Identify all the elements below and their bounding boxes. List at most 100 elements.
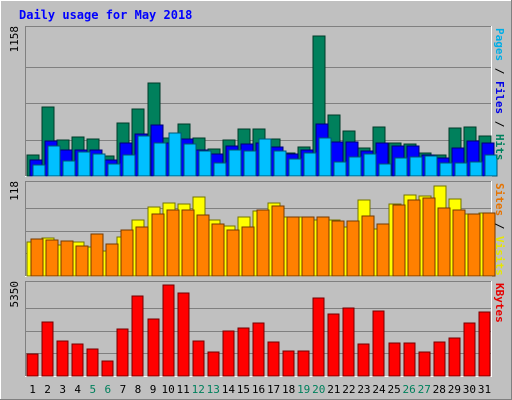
x-tick-label-day-15: 15 — [237, 383, 250, 396]
bar-hits-pages-day-30 — [469, 161, 483, 177]
bar-kbytes-kbytes-day-26 — [403, 342, 416, 377]
bar-kbytes-kbytes-day-10 — [162, 284, 175, 377]
x-tick-label-day-26: 26 — [403, 383, 416, 396]
x-tick-label-day-11: 11 — [177, 383, 190, 396]
x-tick-label-day-27: 27 — [418, 383, 431, 396]
bar-visits-sites-day-5 — [90, 233, 104, 277]
axis-label-visits: Visits — [493, 236, 506, 276]
bar-kbytes-kbytes-day-22 — [342, 307, 355, 377]
bar-visits-sites-day-22 — [346, 220, 360, 277]
x-tick-label-day-1: 1 — [29, 383, 36, 396]
panel-kbytes-axis-label: KBytes — [493, 283, 506, 323]
bar-visits-sites-day-23 — [361, 215, 375, 277]
chart-panels: 1158 Pages / Files / Hits 118 Sites / Visit… — [8, 26, 506, 377]
bar-hits-pages-day-17 — [273, 150, 287, 177]
bar-visits-sites-day-21 — [331, 220, 345, 277]
bar-kbytes-kbytes-day-3 — [56, 340, 69, 377]
panel-kbytes: 5350 KBytes — [8, 281, 506, 377]
bar-kbytes-kbytes-day-24 — [372, 310, 385, 377]
bar-visits-sites-day-3 — [60, 240, 74, 277]
bar-kbytes-kbytes-day-1 — [26, 353, 39, 377]
bar-kbytes-kbytes-day-6 — [101, 360, 114, 377]
bar-hits-pages-day-2 — [47, 145, 61, 177]
bar-hits-pages-day-3 — [62, 160, 76, 177]
bar-hits-pages-day-26 — [409, 156, 423, 177]
bar-visits-sites-day-24 — [376, 223, 390, 277]
bar-visits-sites-day-19 — [301, 216, 315, 277]
bar-kbytes-kbytes-day-7 — [116, 328, 129, 377]
bar-hits-pages-day-21 — [333, 161, 347, 177]
bar-hits-pages-day-1 — [32, 164, 46, 177]
bar-visits-sites-day-11 — [181, 209, 195, 277]
bar-kbytes-kbytes-day-8 — [131, 295, 144, 377]
bar-visits-sites-day-9 — [151, 213, 165, 277]
panel-kbytes-max-label: 5350 — [8, 281, 21, 308]
bar-visits-sites-day-1 — [30, 238, 44, 277]
bar-hits-pages-day-29 — [454, 162, 468, 177]
bar-visits-sites-day-10 — [166, 209, 180, 277]
bar-visits-sites-day-26 — [407, 199, 421, 277]
bar-visits-sites-day-18 — [286, 216, 300, 277]
bar-hits-pages-day-15 — [243, 150, 257, 177]
x-axis-labels: 1 2 3 4 5 6 7 8 9 10 11 12 13 14 15 16 17 18 19 20 21 22 23 24 2… — [29, 383, 491, 396]
bar-hits-pages-day-20 — [318, 137, 332, 177]
bar-hits-pages-day-8 — [137, 135, 151, 177]
bar-kbytes-kbytes-day-16 — [252, 322, 265, 377]
axis-label-pages: Pages — [493, 28, 506, 61]
panel-visits-max-label: 118 — [8, 181, 21, 201]
bar-visits-sites-day-17 — [271, 205, 285, 277]
bar-kbytes-kbytes-day-11 — [177, 292, 190, 377]
bar-hits-pages-day-4 — [77, 151, 91, 177]
bar-kbytes-kbytes-day-17 — [267, 341, 280, 377]
x-tick-label-day-25: 25 — [387, 383, 400, 396]
bar-kbytes-kbytes-day-27 — [418, 351, 431, 377]
axis-label-kbytes: KBytes — [493, 283, 506, 323]
bar-hits-pages-day-18 — [288, 158, 302, 177]
bar-hits-pages-day-12 — [198, 150, 212, 177]
bar-hits-pages-day-24 — [378, 163, 392, 177]
x-tick-label-day-12: 12 — [192, 383, 205, 396]
bar-hits-pages-day-16 — [258, 138, 272, 177]
bar-kbytes-kbytes-day-18 — [282, 350, 295, 377]
bar-kbytes-kbytes-day-15 — [237, 327, 250, 377]
bar-kbytes-kbytes-day-29 — [448, 337, 461, 377]
x-tick-label-day-17: 17 — [267, 383, 280, 396]
bar-kbytes-kbytes-day-23 — [357, 343, 370, 377]
bar-visits-sites-day-27 — [422, 197, 436, 277]
bar-kbytes-kbytes-day-4 — [71, 343, 84, 377]
axis-label-separator: / — [493, 114, 506, 134]
chart-title: Daily usage for May 2018 — [19, 8, 192, 22]
bar-visits-sites-day-16 — [256, 209, 270, 277]
bar-visits-sites-day-12 — [196, 214, 210, 277]
x-tick-label-day-31: 31 — [478, 383, 491, 396]
axis-label-hits: Hits — [493, 134, 506, 161]
bar-hits-pages-day-7 — [122, 154, 136, 177]
bar-visits-sites-day-31 — [482, 212, 496, 277]
bar-kbytes-kbytes-day-19 — [297, 350, 310, 377]
bar-visits-sites-day-13 — [211, 223, 225, 277]
x-tick-label-day-23: 23 — [357, 383, 370, 396]
x-tick-label-day-9: 9 — [150, 383, 157, 396]
panel-visits: 118 Sites / Visits — [8, 181, 506, 277]
axis-label-separator: / — [493, 216, 506, 236]
axis-label-files: Files — [493, 81, 506, 114]
x-tick-label-day-13: 13 — [207, 383, 220, 396]
x-tick-label-day-6: 6 — [105, 383, 112, 396]
bar-hits-pages-day-13 — [213, 162, 227, 177]
x-tick-label-day-24: 24 — [372, 383, 386, 396]
bar-hits-pages-day-19 — [303, 152, 317, 177]
bar-hits-pages-day-28 — [439, 162, 453, 177]
panel-hits-max-label: 1158 — [8, 26, 21, 53]
bar-kbytes-kbytes-day-12 — [192, 340, 205, 377]
bar-hits-pages-day-5 — [92, 153, 106, 177]
bar-visits-sites-day-4 — [75, 245, 89, 277]
bar-visits-sites-day-29 — [452, 209, 466, 277]
bar-visits-sites-day-6 — [105, 243, 119, 277]
bar-kbytes-kbytes-day-31 — [478, 311, 491, 377]
bar-hits-pages-day-23 — [363, 153, 377, 177]
bar-hits-pages-day-27 — [424, 155, 438, 177]
bar-hits-pages-day-25 — [394, 157, 408, 177]
x-tick-label-day-29: 29 — [448, 383, 461, 396]
x-tick-label-day-22: 22 — [342, 383, 355, 396]
